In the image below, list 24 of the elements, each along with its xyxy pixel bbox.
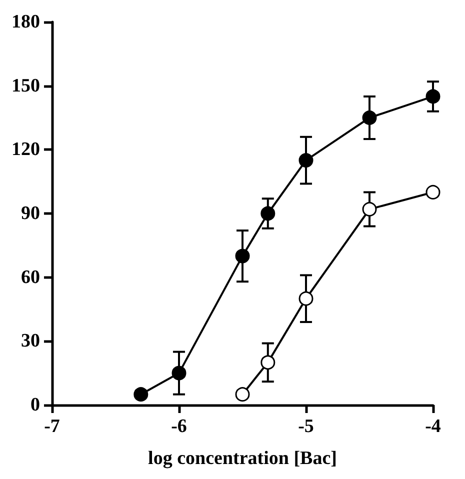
- point: [235, 248, 250, 264]
- y-tick-label: 180: [12, 12, 40, 32]
- point: [134, 387, 148, 402]
- point: [298, 153, 314, 168]
- point: [426, 89, 440, 104]
- y-tick-label: 150: [12, 75, 40, 96]
- x-tick-label: -5: [298, 416, 314, 437]
- point: [235, 387, 250, 402]
- y-tick-label: 90: [21, 203, 40, 224]
- x-axis-title: log concentration [Bac]: [148, 448, 337, 469]
- y-tick-label: 0: [30, 394, 40, 416]
- point: [172, 366, 186, 380]
- point: [426, 184, 440, 200]
- x-tick-label: -4: [425, 416, 442, 437]
- y-tick-label: 120: [12, 139, 40, 160]
- point: [260, 206, 276, 221]
- point: [362, 202, 377, 216]
- x-tick-label: -7: [44, 416, 60, 437]
- y-tick-label: 60: [21, 266, 40, 288]
- x-tick-label: -6: [171, 416, 187, 437]
- point: [298, 291, 314, 306]
- point: [362, 110, 377, 125]
- point: [260, 355, 276, 370]
- y-tick-label: 30: [21, 330, 40, 352]
